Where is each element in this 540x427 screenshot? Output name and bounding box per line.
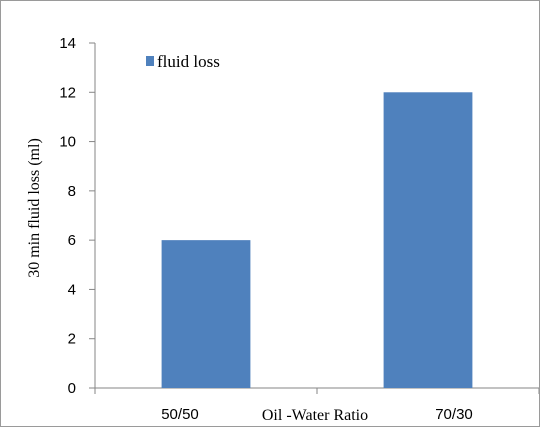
bar: [383, 92, 473, 389]
y-tick-label: 8: [68, 183, 76, 200]
y-tick-label: 12: [59, 84, 76, 101]
x-tick-label: 70/30: [435, 406, 473, 423]
y-axis: 0 2 4 6 8 10 12 14: [59, 35, 96, 397]
y-tick-label: 0: [68, 380, 76, 397]
legend: fluid loss: [146, 52, 220, 71]
y-tick-label: 2: [68, 331, 76, 348]
y-tick-label: 14: [59, 35, 76, 52]
y-axis-label: 30 min fluid loss (ml): [26, 138, 43, 278]
bar: [161, 240, 251, 388]
y-tick-label: 10: [59, 134, 76, 151]
bars: [161, 92, 473, 389]
y-tick-label: 4: [68, 281, 76, 298]
y-tick-label: 6: [68, 232, 76, 249]
legend-swatch-fluid-loss: [146, 56, 154, 66]
x-axis-label: Oil -Water Ratio: [262, 407, 368, 424]
legend-label-fluid-loss: fluid loss: [157, 52, 220, 71]
x-tick-label: 50/50: [161, 406, 199, 423]
